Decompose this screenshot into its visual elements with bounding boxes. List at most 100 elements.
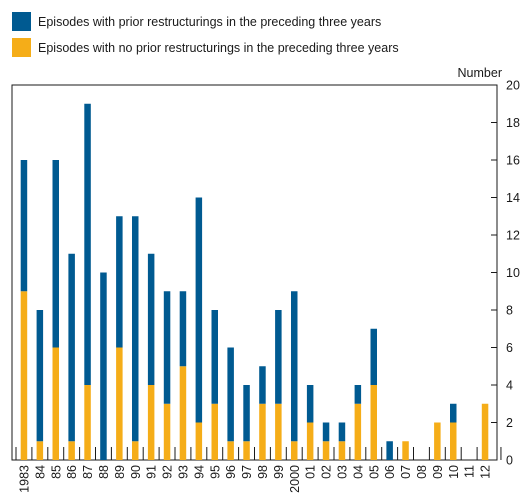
legend-swatch-no-prior <box>12 38 31 57</box>
bar-no-prior-98 <box>259 403 266 460</box>
legend-label-no-prior: Episodes with no prior restructurings in… <box>38 40 399 55</box>
x-tick-label-96: 96 <box>224 465 238 479</box>
bar-prior-89 <box>116 216 123 348</box>
y-tick-label: 0 <box>506 454 513 468</box>
y-tick-label: 8 <box>506 304 513 318</box>
bar-no-prior-94 <box>195 422 203 460</box>
y-tick-label: 20 <box>506 79 520 93</box>
bar-no-prior-97 <box>243 441 250 460</box>
x-tick-label-05: 05 <box>367 465 381 479</box>
bar-prior-90 <box>132 216 139 442</box>
legend-item-prior: Episodes with prior restructurings in th… <box>12 11 399 32</box>
bar-prior-96 <box>227 347 234 442</box>
bar-prior-02 <box>322 422 330 442</box>
x-tick-label-04: 04 <box>351 465 365 479</box>
bar-prior-01 <box>306 385 314 423</box>
bar-prior-94 <box>195 197 203 423</box>
bar-no-prior-91 <box>147 385 155 460</box>
bar-prior-93 <box>179 291 187 367</box>
bar-prior-99 <box>275 310 282 404</box>
y-tick-label: 6 <box>506 341 513 355</box>
bar-no-prior-96 <box>227 441 234 460</box>
bar-no-prior-87 <box>84 385 91 460</box>
bar-no-prior-09 <box>434 422 441 460</box>
bar-no-prior-95 <box>211 403 218 460</box>
x-tick-label-92: 92 <box>161 465 175 479</box>
bar-prior-2000 <box>291 291 298 442</box>
y-tick-label: 16 <box>506 154 520 168</box>
bar-no-prior-2000 <box>291 441 298 460</box>
x-tick-label-12: 12 <box>479 465 493 479</box>
bar-no-prior-99 <box>275 403 282 460</box>
bar-prior-84 <box>36 310 44 442</box>
bar-prior-88 <box>100 272 107 460</box>
bar-prior-86 <box>68 253 75 442</box>
y-tick-label: 18 <box>506 116 520 130</box>
x-tick-label-94: 94 <box>192 465 206 479</box>
bar-prior-85 <box>52 160 59 348</box>
bar-prior-98 <box>259 366 266 404</box>
y-tick-label: 10 <box>506 266 520 280</box>
bar-no-prior-93 <box>179 366 187 460</box>
bar-no-prior-04 <box>354 403 362 460</box>
y-tick-label: 12 <box>506 229 520 243</box>
bar-no-prior-85 <box>52 347 59 460</box>
bar-no-prior-10 <box>450 422 457 460</box>
bar-prior-04 <box>354 385 362 404</box>
x-tick-label-10: 10 <box>447 465 461 479</box>
x-tick-label-95: 95 <box>208 465 222 479</box>
y-tick-label: 2 <box>506 416 513 430</box>
legend: Episodes with prior restructurings in th… <box>12 11 399 63</box>
bar-no-prior-90 <box>132 441 139 460</box>
legend-label-prior: Episodes with prior restructurings in th… <box>38 14 382 29</box>
x-tick-label-93: 93 <box>176 465 190 479</box>
x-tick-label-87: 87 <box>81 465 95 479</box>
x-tick-label-84: 84 <box>33 465 47 479</box>
x-tick-label-02: 02 <box>320 465 334 479</box>
y-axis-unit-label: Number <box>457 66 502 80</box>
bar-prior-95 <box>211 310 218 404</box>
x-tick-label-90: 90 <box>129 465 143 479</box>
y-tick-label: 14 <box>506 191 520 205</box>
bar-no-prior-03 <box>338 441 346 460</box>
bar-prior-91 <box>147 253 155 385</box>
x-tick-label-07: 07 <box>399 465 413 479</box>
x-tick-label-01: 01 <box>304 465 318 479</box>
x-tick-label-91: 91 <box>145 465 159 479</box>
bar-prior-05 <box>370 328 377 385</box>
bar-prior-1983 <box>20 160 28 292</box>
x-tick-label-86: 86 <box>65 465 79 479</box>
bar-no-prior-92 <box>163 403 171 460</box>
bar-no-prior-86 <box>68 441 75 460</box>
x-tick-label-06: 06 <box>383 465 397 479</box>
bar-no-prior-84 <box>36 441 44 460</box>
bar-prior-87 <box>84 103 91 385</box>
bar-prior-97 <box>243 385 250 442</box>
bar-no-prior-1983 <box>20 291 28 460</box>
legend-swatch-prior <box>12 12 31 31</box>
bar-no-prior-05 <box>370 385 377 460</box>
x-tick-label-85: 85 <box>49 465 63 479</box>
bar-prior-03 <box>338 422 346 442</box>
x-tick-label-98: 98 <box>256 465 270 479</box>
x-tick-label-99: 99 <box>272 465 286 479</box>
x-tick-label-08: 08 <box>415 465 429 479</box>
x-tick-label-97: 97 <box>240 465 254 479</box>
bar-prior-10 <box>450 403 457 423</box>
x-tick-label-09: 09 <box>431 465 445 479</box>
x-tick-label-1983: 1983 <box>17 465 31 493</box>
bar-no-prior-02 <box>322 441 330 460</box>
legend-item-no-prior: Episodes with no prior restructurings in… <box>12 37 399 58</box>
bar-prior-06 <box>386 441 393 460</box>
x-tick-label-88: 88 <box>97 465 111 479</box>
bar-no-prior-07 <box>402 441 409 460</box>
x-tick-label-11: 11 <box>463 465 477 478</box>
x-tick-label-2000: 2000 <box>288 465 302 493</box>
bar-prior-92 <box>163 291 171 404</box>
y-tick-label: 4 <box>506 379 513 393</box>
x-tick-label-89: 89 <box>113 465 127 479</box>
bar-no-prior-89 <box>116 347 123 460</box>
bar-no-prior-12 <box>481 403 489 460</box>
x-tick-label-03: 03 <box>335 465 349 479</box>
